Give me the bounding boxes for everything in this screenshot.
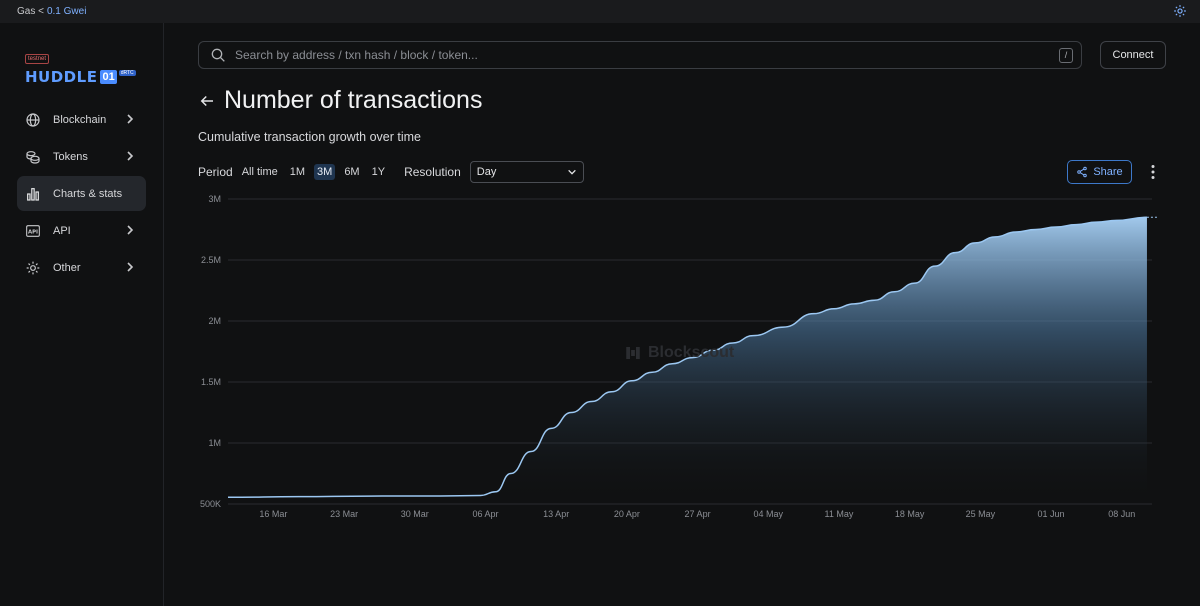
sidebar-nav: Blockchain Tokens Charts & stats API API <box>17 102 146 287</box>
search-shortcut-key: / <box>1059 48 1073 63</box>
resolution-select[interactable]: Day <box>469 161 584 183</box>
series-area <box>228 217 1147 505</box>
gear-icon[interactable] <box>1173 4 1187 18</box>
transactions-chart[interactable]: 500K 1M 1.5M 2M 2.5M 3M 16 Mar 23 Mar 30 Mar 06 … <box>190 190 1170 530</box>
period-1m[interactable]: 1M <box>287 164 308 180</box>
y-tick-label: 3M <box>208 194 221 204</box>
blockscout-logo-icon <box>626 347 640 359</box>
gas-label: Gas < <box>17 6 44 17</box>
search-input[interactable]: Search by address / txn hash / block / t… <box>235 48 478 62</box>
y-tick-label: 2M <box>208 316 221 326</box>
share-label: Share <box>1093 166 1123 178</box>
blockscout-watermark: Blockscout <box>624 344 734 362</box>
y-tick-label: 2.5M <box>201 255 221 265</box>
resolution-value: Day <box>476 166 497 178</box>
period-3m[interactable]: 3M <box>314 164 336 180</box>
share-button[interactable]: Share <box>1067 160 1132 184</box>
connect-wallet-button[interactable]: Connect <box>1100 41 1166 69</box>
chevron-right-icon <box>127 151 134 161</box>
chevron-down-icon <box>567 169 576 175</box>
x-tick-label: 06 Apr <box>472 509 498 519</box>
period-6m[interactable]: 6M <box>341 164 362 180</box>
x-tick-label: 16 Mar <box>259 509 287 519</box>
page-header: Number of transactions <box>198 86 482 115</box>
coins-icon <box>25 149 41 165</box>
testnet-badge: testnet <box>25 54 50 64</box>
logo[interactable]: testnet HUDDLE 01 dRTC <box>25 47 136 86</box>
sidebar-item-tokens[interactable]: Tokens <box>17 139 146 174</box>
svg-text:API: API <box>28 229 38 235</box>
y-tick-label: 1M <box>208 438 221 448</box>
gas-price-link[interactable]: 0.1 Gwei <box>46 6 87 17</box>
sidebar-item-label: API <box>53 224 71 237</box>
back-arrow-icon[interactable] <box>198 92 216 110</box>
search-icon <box>211 48 225 62</box>
sidebar-item-api[interactable]: API API <box>17 213 146 248</box>
series-line <box>227 216 1147 499</box>
x-tick-label: 25 May <box>966 509 996 519</box>
y-tick-label: 1.5M <box>201 377 221 387</box>
x-tick-label: 30 Mar <box>401 509 429 519</box>
sidebar-item-label: Tokens <box>53 150 88 163</box>
api-icon: API <box>25 223 41 239</box>
x-tick-label: 04 May <box>754 509 784 519</box>
logo-number: 01 <box>100 70 117 84</box>
period-all-time[interactable]: All time <box>239 164 281 180</box>
y-tick-label: 500K <box>200 499 221 509</box>
logo-wordmark: HUDDLE <box>25 68 98 86</box>
page-subtitle: Cumulative transaction growth over time <box>198 130 422 144</box>
top-bar: Gas < 0.1 Gwei <box>0 0 1200 23</box>
sidebar-item-label: Other <box>53 261 81 274</box>
watermark-label: Blockscout <box>648 344 735 361</box>
x-tick-label: 01 Jun <box>1038 509 1065 519</box>
chart-area: 500K 1M 1.5M 2M 2.5M 3M 16 Mar 23 Mar 30 Mar 06 … <box>190 190 1170 530</box>
more-options-icon[interactable] <box>1146 163 1160 181</box>
x-tick-label: 11 May <box>825 509 854 519</box>
sidebar-item-label: Charts & stats <box>53 187 123 200</box>
logo-tag: dRTC <box>118 70 136 76</box>
x-tick-label: 20 Apr <box>614 509 640 519</box>
x-tick-label: 23 Mar <box>330 509 358 519</box>
sidebar-item-label: Blockchain <box>53 113 107 126</box>
sidebar-item-other[interactable]: Other <box>17 250 146 285</box>
bar-chart-icon <box>25 186 41 202</box>
sidebar-item-charts-stats[interactable]: Charts & stats <box>17 176 146 211</box>
gear-icon <box>25 260 41 276</box>
globe-icon <box>25 112 41 128</box>
x-tick-label: 08 Jun <box>1108 509 1135 519</box>
x-tick-label: 27 Apr <box>685 509 711 519</box>
share-icon <box>1077 166 1088 178</box>
search-bar[interactable]: Search by address / txn hash / block / t… <box>198 41 1082 69</box>
resolution-label: Resolution <box>404 165 461 179</box>
chart-controls: Period All time 1M 3M 6M 1Y Resolution D… <box>198 161 584 183</box>
x-tick-label: 18 May <box>895 509 925 519</box>
chevron-right-icon <box>127 262 134 272</box>
sidebar: testnet HUDDLE 01 dRTC Blockchain Tokens <box>0 23 164 606</box>
sidebar-item-blockchain[interactable]: Blockchain <box>17 102 146 137</box>
period-label: Period <box>198 165 233 179</box>
page-title: Number of transactions <box>224 86 483 114</box>
x-tick-label: 13 Apr <box>543 509 569 519</box>
chevron-right-icon <box>127 225 134 235</box>
period-1y[interactable]: 1Y <box>369 164 388 180</box>
chevron-right-icon <box>127 114 134 124</box>
